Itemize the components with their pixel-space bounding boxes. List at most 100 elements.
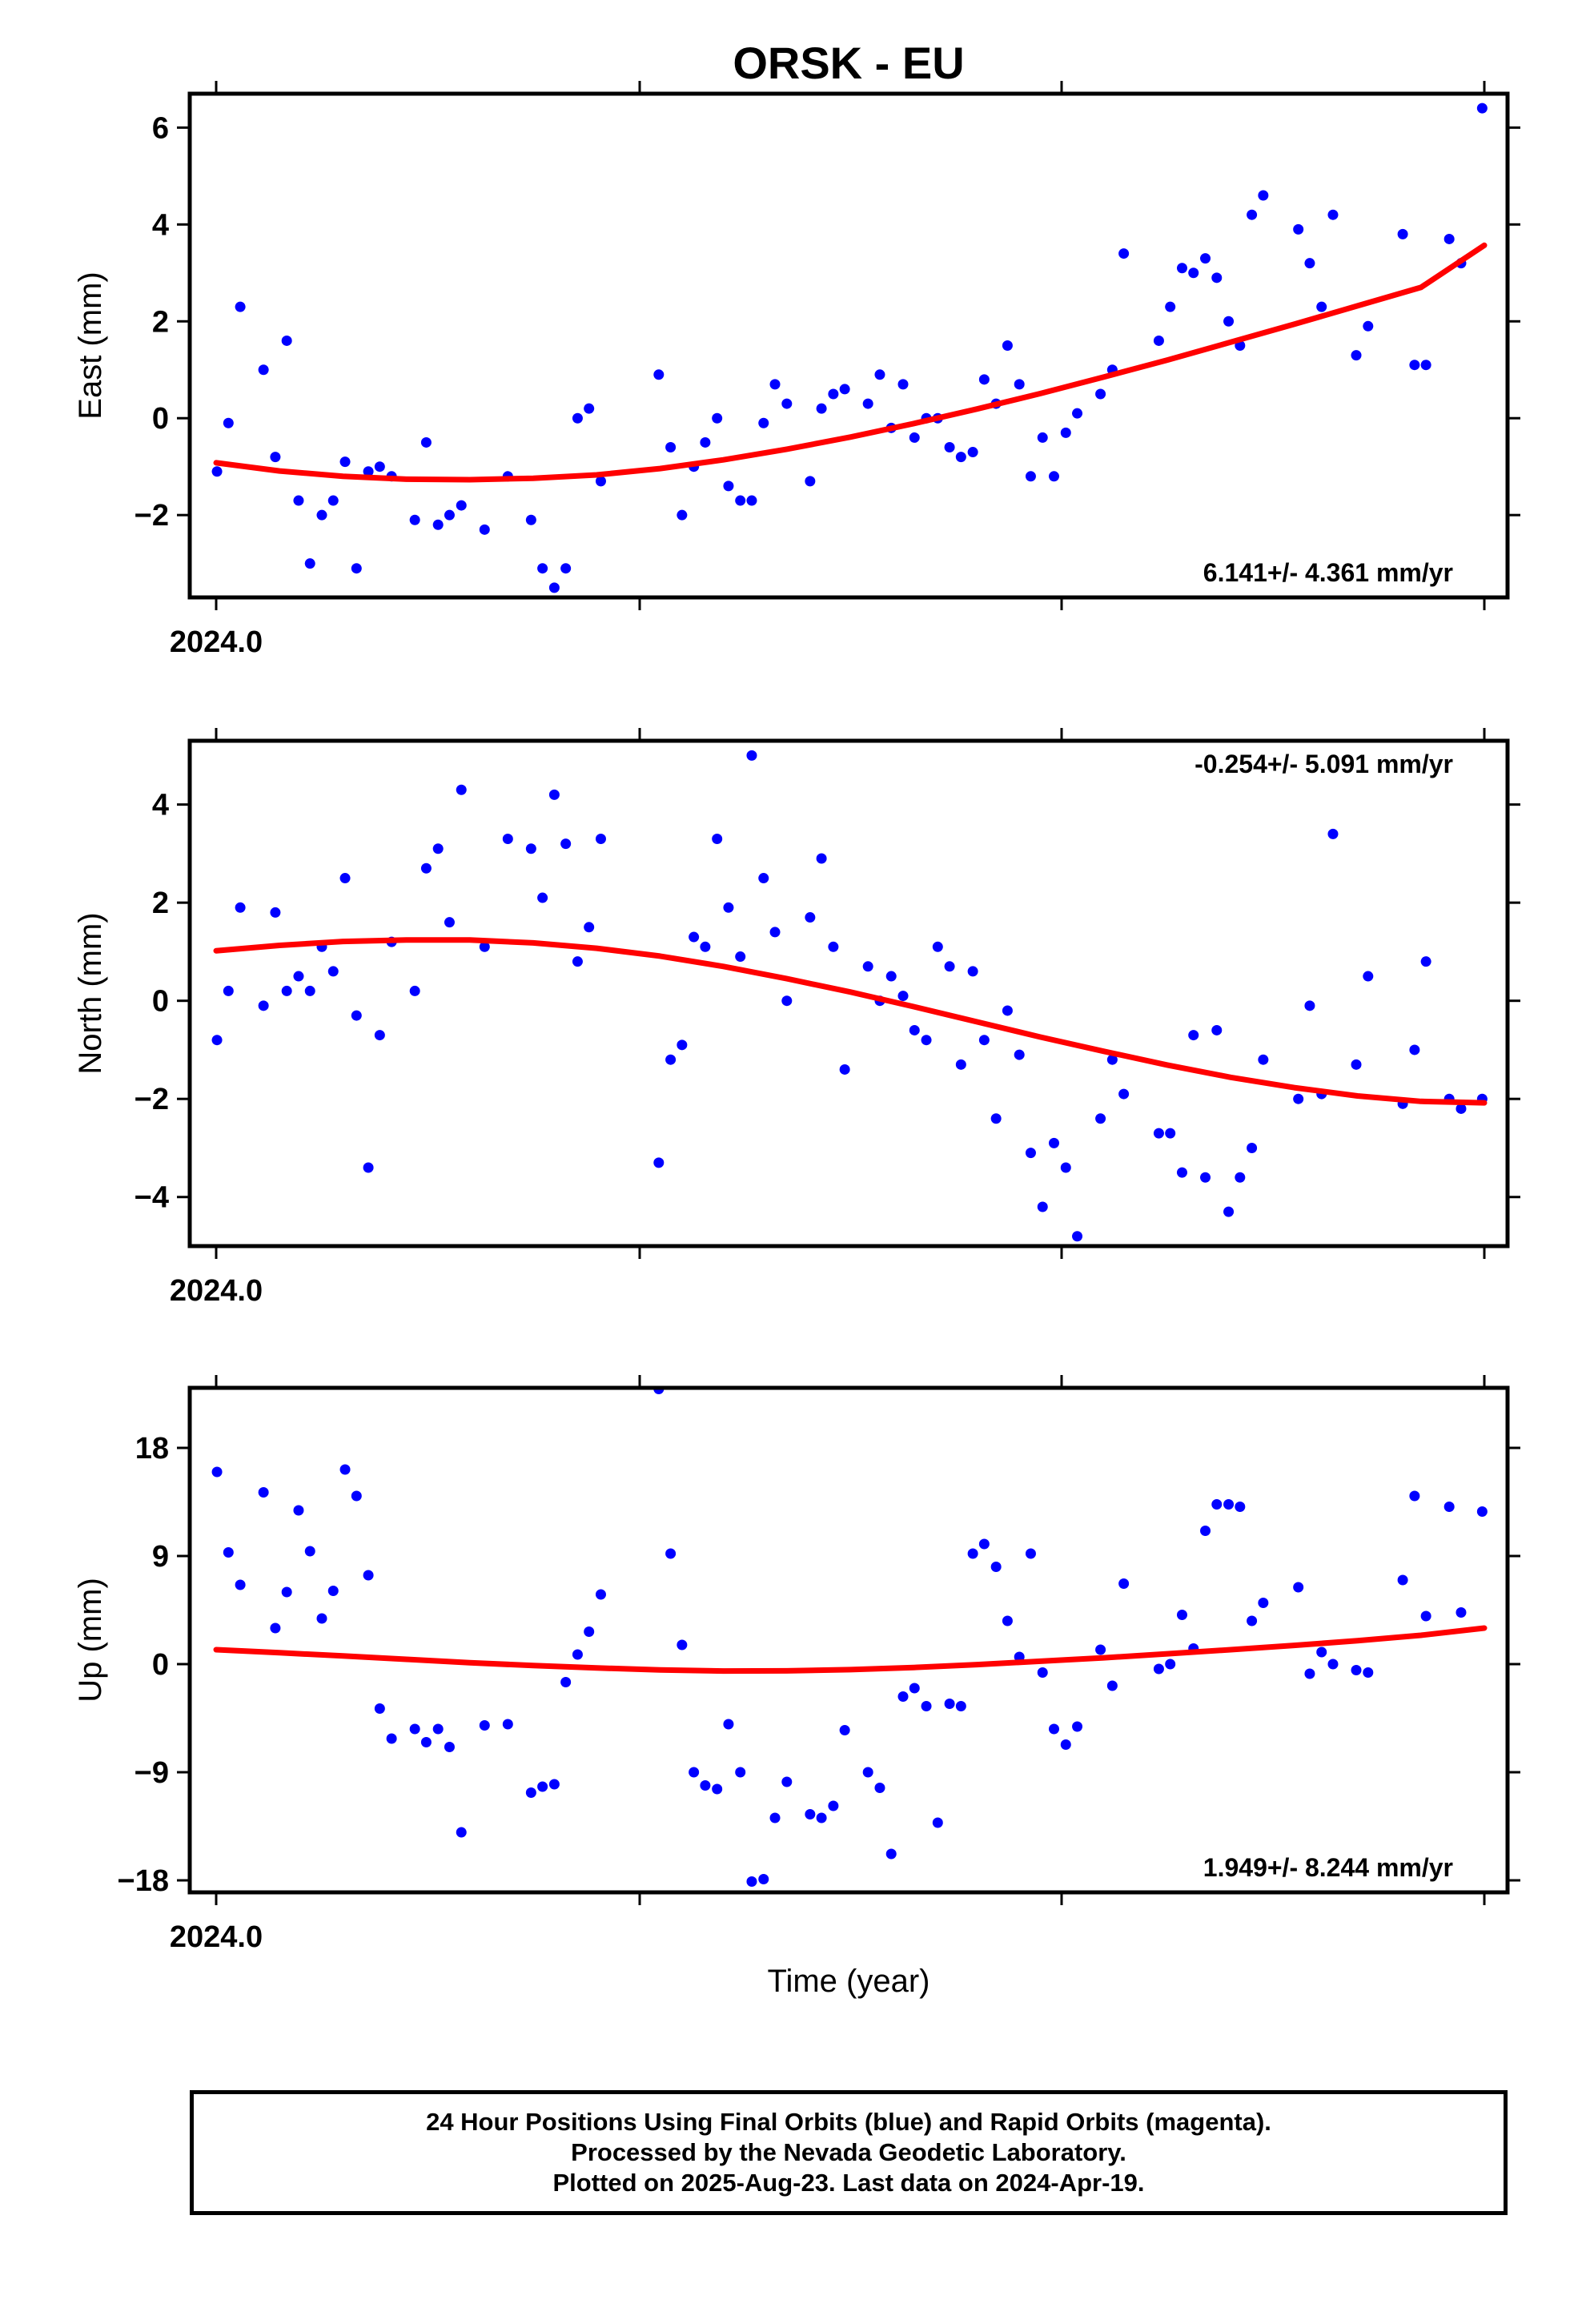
north-data-point [375,1030,385,1040]
up-data-point [503,1719,513,1730]
east-data-point [410,515,420,525]
up-data-point [270,1623,280,1634]
east-data-point [1038,432,1048,443]
east-data-point [1061,428,1071,438]
up-x-tick-label: 2024.0 [170,1920,263,1954]
north-fit-line [216,940,1484,1103]
up-data-point [1456,1607,1466,1618]
north-data-point [945,961,955,971]
up-data-point [1154,1664,1164,1675]
north-data-point [828,942,838,952]
up-data-point [456,1827,467,1838]
east-data-point [735,496,745,506]
east-data-point [758,418,769,428]
north-data-point [1421,956,1431,967]
up-data-point [480,1720,490,1731]
up-data-point [921,1701,932,1711]
east-data-point [979,374,990,384]
east-data-point [1026,471,1036,481]
up-data-point [572,1650,583,1660]
north-data-point [909,1025,920,1035]
up-data-point [212,1467,223,1478]
east-data-point [1095,388,1106,399]
east-data-point [1049,471,1059,481]
up-data-point [735,1767,745,1778]
east-data-point [259,364,269,375]
east-data-point [781,399,792,409]
up-data-point [1200,1526,1211,1536]
up-data-point [1107,1681,1118,1691]
north-data-point [596,834,606,844]
east-data-point [1363,321,1373,332]
north-data-point [1409,1044,1419,1055]
up-data-point [677,1640,687,1651]
east-data-point [945,442,955,452]
north-data-point [410,986,420,996]
north-data-point [270,907,280,918]
up-data-point [1038,1667,1048,1678]
up-data-point [689,1767,699,1778]
north-y-tick-label: 0 [152,985,169,1019]
east-data-point [305,558,315,569]
east-data-point [770,379,781,389]
east-data-point [1316,302,1327,312]
up-panel: 2024.0−18−90918Up (mm)1.949+/- 8.244 mm/… [73,1375,1520,1954]
east-data-point [572,413,583,424]
east-data-point [1200,253,1211,263]
up-data-point [1477,1506,1488,1517]
north-data-point [979,1035,990,1045]
east-data-point [235,302,246,312]
up-data-point [1002,1616,1013,1626]
up-data-point [584,1626,594,1637]
east-data-point [433,520,444,530]
up-data-point [1095,1645,1106,1655]
north-data-point [282,986,292,996]
up-data-point [840,1725,850,1735]
east-data-point [375,461,385,472]
north-y-tick-label: −2 [135,1083,169,1116]
panels: 2024.0 −2 0 2 4 6 East (mm) 6.141+/- 4.361 mm/y… [73,81,1520,1954]
north-data-point [1002,1005,1013,1015]
north-y-tick-label: −4 [135,1181,169,1215]
north-data-point [421,863,432,874]
east-data-point [909,432,920,443]
north-data-point [1014,1050,1025,1060]
north-data-point [235,903,246,913]
up-data-point [293,1506,303,1516]
north-data-point [1235,1172,1245,1183]
up-data-point [781,1777,792,1787]
north-data-point [1177,1168,1187,1178]
north-rate-label: -0.254+/- 5.091 mm/yr [1195,750,1453,778]
east-data-point [665,442,676,452]
up-data-point [909,1683,920,1694]
up-data-point [596,1590,606,1600]
east-data-point [1293,224,1303,235]
east-data-point [1223,316,1234,327]
up-y-tick-label: −18 [118,1864,169,1898]
up-data-point [1409,1491,1419,1502]
up-data-point [886,1849,897,1860]
east-data-point [840,384,850,394]
north-data-point [723,903,733,913]
east-data-point [212,466,223,476]
east-data-point [1409,360,1419,370]
up-data-point [1165,1659,1175,1670]
up-data-point [1177,1610,1187,1620]
up-data-point [375,1703,385,1714]
north-data-point [712,834,722,844]
north-data-point [1211,1025,1222,1035]
up-data-point [537,1782,548,1792]
east-data-point [1421,360,1431,370]
up-data-point [665,1549,676,1559]
north-data-point [1072,1231,1082,1241]
north-data-point [898,991,909,1001]
east-y-tick-label: 2 [152,305,169,339]
north-data-point [1351,1059,1362,1070]
north-y-tick-label: 4 [152,789,169,822]
east-data-point [549,582,560,593]
north-data-point [781,995,792,1006]
up-y-tick-label: 9 [152,1540,169,1574]
north-data-point [293,971,303,982]
north-data-point [1247,1143,1257,1153]
east-data-point [317,510,327,521]
